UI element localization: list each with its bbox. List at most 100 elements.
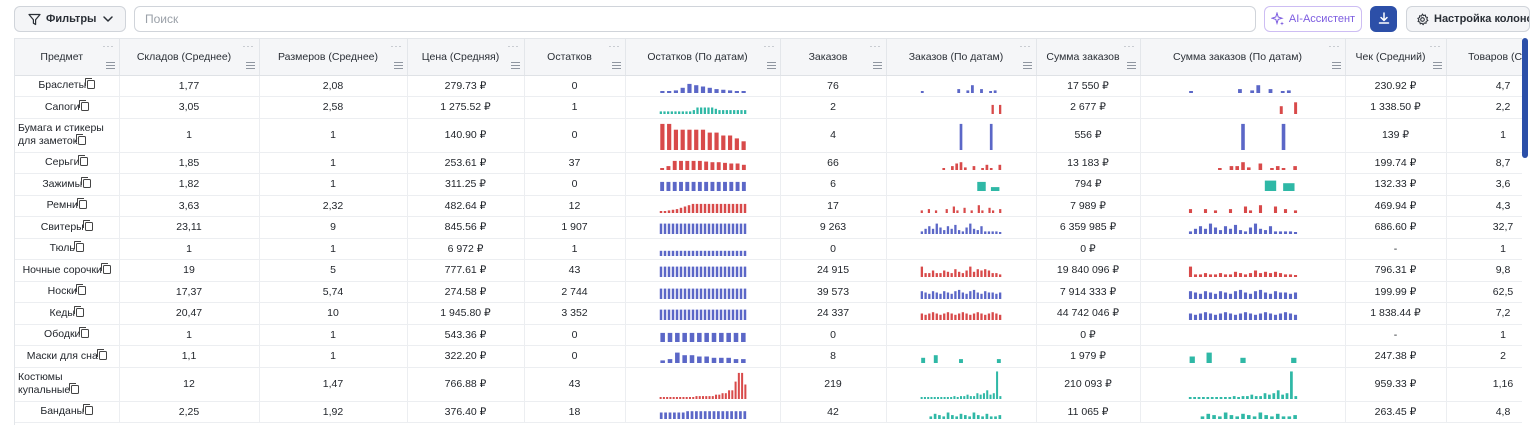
column-menu-icon[interactable] — [872, 61, 882, 69]
column-header[interactable]: Остатков ··· — [524, 39, 626, 76]
sparkline-bar — [720, 410, 724, 419]
sparkline-bar — [707, 87, 712, 93]
table-row[interactable]: Бумага и стикеры для заметок 1 1 140.90 ₽0 4… — [15, 118, 1522, 153]
column-options-icon[interactable]: ··· — [1429, 41, 1442, 51]
copy-icon[interactable] — [96, 348, 107, 360]
sparkline-bar — [946, 397, 949, 399]
column-header[interactable]: Складов (Среднее) ··· — [119, 39, 260, 76]
copy-icon[interactable] — [69, 383, 80, 394]
column-options-icon[interactable]: ··· — [763, 41, 776, 51]
column-options-icon[interactable]: ··· — [1123, 41, 1136, 51]
cell-stock: 12 — [524, 195, 626, 217]
sparkline-bar — [953, 396, 956, 399]
column-header[interactable]: Заказов (По датам) ··· — [886, 39, 1037, 76]
column-options-icon[interactable]: ··· — [242, 41, 255, 51]
column-header[interactable]: Предмет ··· — [15, 39, 120, 76]
column-options-icon[interactable]: ··· — [102, 41, 115, 51]
column-header[interactable]: Размеров (Среднее) ··· — [259, 39, 408, 76]
column-header[interactable]: Заказов ··· — [780, 39, 887, 76]
sparkline-bar — [977, 204, 980, 213]
copy-icon[interactable] — [73, 241, 84, 253]
sparkline-bar — [1267, 394, 1271, 399]
sparkline-bar — [1233, 315, 1237, 321]
sparkline-bar — [739, 250, 742, 256]
sparkline-bar — [687, 266, 690, 278]
table-row[interactable]: Кеды 20,47 10 1 945.80 ₽3 352 24 337 44 742 0… — [15, 302, 1522, 325]
sparkline-bar — [943, 290, 946, 299]
column-menu-icon[interactable] — [510, 61, 520, 69]
copy-icon[interactable] — [85, 78, 96, 90]
column-menu-icon[interactable] — [1432, 61, 1442, 69]
table-row[interactable]: Сапоги 3,05 2,58 1 275.52 ₽1 2 2 677 ₽ 1 338.5… — [15, 96, 1522, 119]
cell-subject: Тюль — [15, 238, 120, 260]
copy-icon[interactable] — [76, 134, 87, 145]
copy-icon[interactable] — [81, 176, 92, 188]
column-menu-icon[interactable] — [1022, 61, 1032, 69]
table-row[interactable]: Банданы 2,25 1,92 376.40 ₽18 42 11 065 ₽ 263.4… — [15, 401, 1522, 423]
download-button[interactable] — [1370, 6, 1397, 32]
table-row[interactable]: Тюль 1 1 6 972 ₽1 0 0 ₽ -1 — [15, 238, 1522, 260]
column-header[interactable]: Остатков (По датам) ··· — [625, 39, 781, 76]
column-menu-icon[interactable] — [766, 61, 776, 69]
column-menu-icon[interactable] — [105, 61, 115, 69]
copy-icon[interactable] — [76, 198, 87, 210]
sparkline-bar — [673, 90, 678, 93]
table-row[interactable]: Ночные сорочки 19 5 777.61 ₽43 24 915 19 840 … — [15, 259, 1522, 282]
column-header[interactable]: Товаров (Ср··· — [1446, 39, 1522, 76]
column-options-icon[interactable]: ··· — [608, 41, 621, 51]
table-row[interactable]: Серьги 1,85 1 253.61 ₽37 66 13 183 ₽ 199.74 ₽8… — [15, 152, 1522, 174]
column-header[interactable]: Сумма заказов ··· — [1036, 39, 1141, 76]
cell-subject: Кеды — [15, 302, 120, 325]
table-row[interactable]: Носки 17,37 5,74 274.58 ₽2 744 39 573 7 914 3… — [15, 281, 1522, 303]
ai-assistant-button[interactable]: AI-Ассистент — [1264, 6, 1362, 32]
subject-label: Зажимы — [42, 177, 83, 190]
table-row[interactable]: Ремни 3,63 2,32 482.64 ₽12 17 7 989 ₽ 469.94 ₽… — [15, 195, 1522, 217]
table-row[interactable]: Ободки 1 1 543.36 ₽0 0 0 ₽ -1 — [15, 324, 1522, 346]
filters-button[interactable]: Фильтры — [14, 6, 126, 32]
copy-icon[interactable] — [78, 155, 89, 167]
vertical-scrollbar[interactable] — [1522, 38, 1528, 158]
copy-icon[interactable] — [79, 327, 90, 339]
sparkline-bar — [1245, 396, 1249, 399]
cell-stock: 0 — [524, 75, 626, 97]
column-header[interactable]: Сумма заказов (По датам) ··· — [1140, 39, 1346, 76]
cell-warehouses: 19 — [119, 259, 260, 282]
sparkline-bar — [1258, 204, 1262, 213]
copy-icon[interactable] — [82, 219, 93, 231]
cell-goods: 8,7 — [1446, 152, 1522, 174]
cell-warehouses: 1 — [119, 118, 260, 153]
cell-goods: 4,8 — [1446, 401, 1522, 423]
column-options-icon[interactable]: ··· — [1328, 41, 1341, 51]
sparkline-bar — [1228, 274, 1232, 278]
sparkline-bar — [699, 203, 702, 213]
table-row[interactable]: Маски для сна 1,1 1 322.20 ₽0 8 1 979 ₽ 247.38… — [15, 345, 1522, 368]
column-menu-icon[interactable] — [611, 61, 621, 69]
column-menu-icon[interactable] — [1126, 61, 1136, 69]
column-header[interactable]: Цена (Средняя) ··· — [407, 39, 525, 76]
sparkline-bar — [996, 371, 999, 399]
cell-warehouses: 3,05 — [119, 96, 260, 119]
copy-icon[interactable] — [75, 284, 86, 296]
column-menu-icon[interactable] — [245, 61, 255, 69]
column-options-icon[interactable]: ··· — [869, 41, 882, 51]
search-input[interactable] — [134, 6, 1256, 32]
sparkline-bar — [739, 223, 742, 235]
copy-icon[interactable] — [83, 404, 94, 416]
sparkline-bar — [731, 223, 734, 235]
table-row[interactable]: Костюмы купальные 12 1,47 766.88 ₽43 219 210 … — [15, 367, 1522, 402]
table-row[interactable]: Зажимы 1,82 1 311.25 ₽0 6 794 ₽ 132.33 ₽3,6 — [15, 173, 1522, 196]
table-row[interactable]: Браслеты 1,77 2,08 279.73 ₽0 76 17 550 ₽ 230.9… — [15, 75, 1522, 97]
column-settings-button[interactable]: Настройка колонок — [1406, 6, 1530, 32]
column-menu-icon[interactable] — [393, 61, 403, 69]
column-options-icon[interactable]: ··· — [507, 41, 520, 51]
column-menu-icon[interactable] — [1331, 61, 1341, 69]
column-options-icon[interactable]: ··· — [1019, 41, 1032, 51]
copy-icon[interactable] — [78, 99, 89, 111]
column-header[interactable]: Чек (Средний) ··· — [1345, 39, 1447, 76]
sparkline-bar — [667, 309, 670, 321]
table-row[interactable]: Свитеры 23,11 9 845.56 ₽1 907 9 263 6 359 985… — [15, 216, 1522, 239]
copy-icon[interactable] — [73, 305, 84, 317]
sparkline-bar — [707, 288, 710, 299]
copy-icon[interactable] — [100, 262, 111, 274]
column-options-icon[interactable]: ··· — [390, 41, 403, 51]
